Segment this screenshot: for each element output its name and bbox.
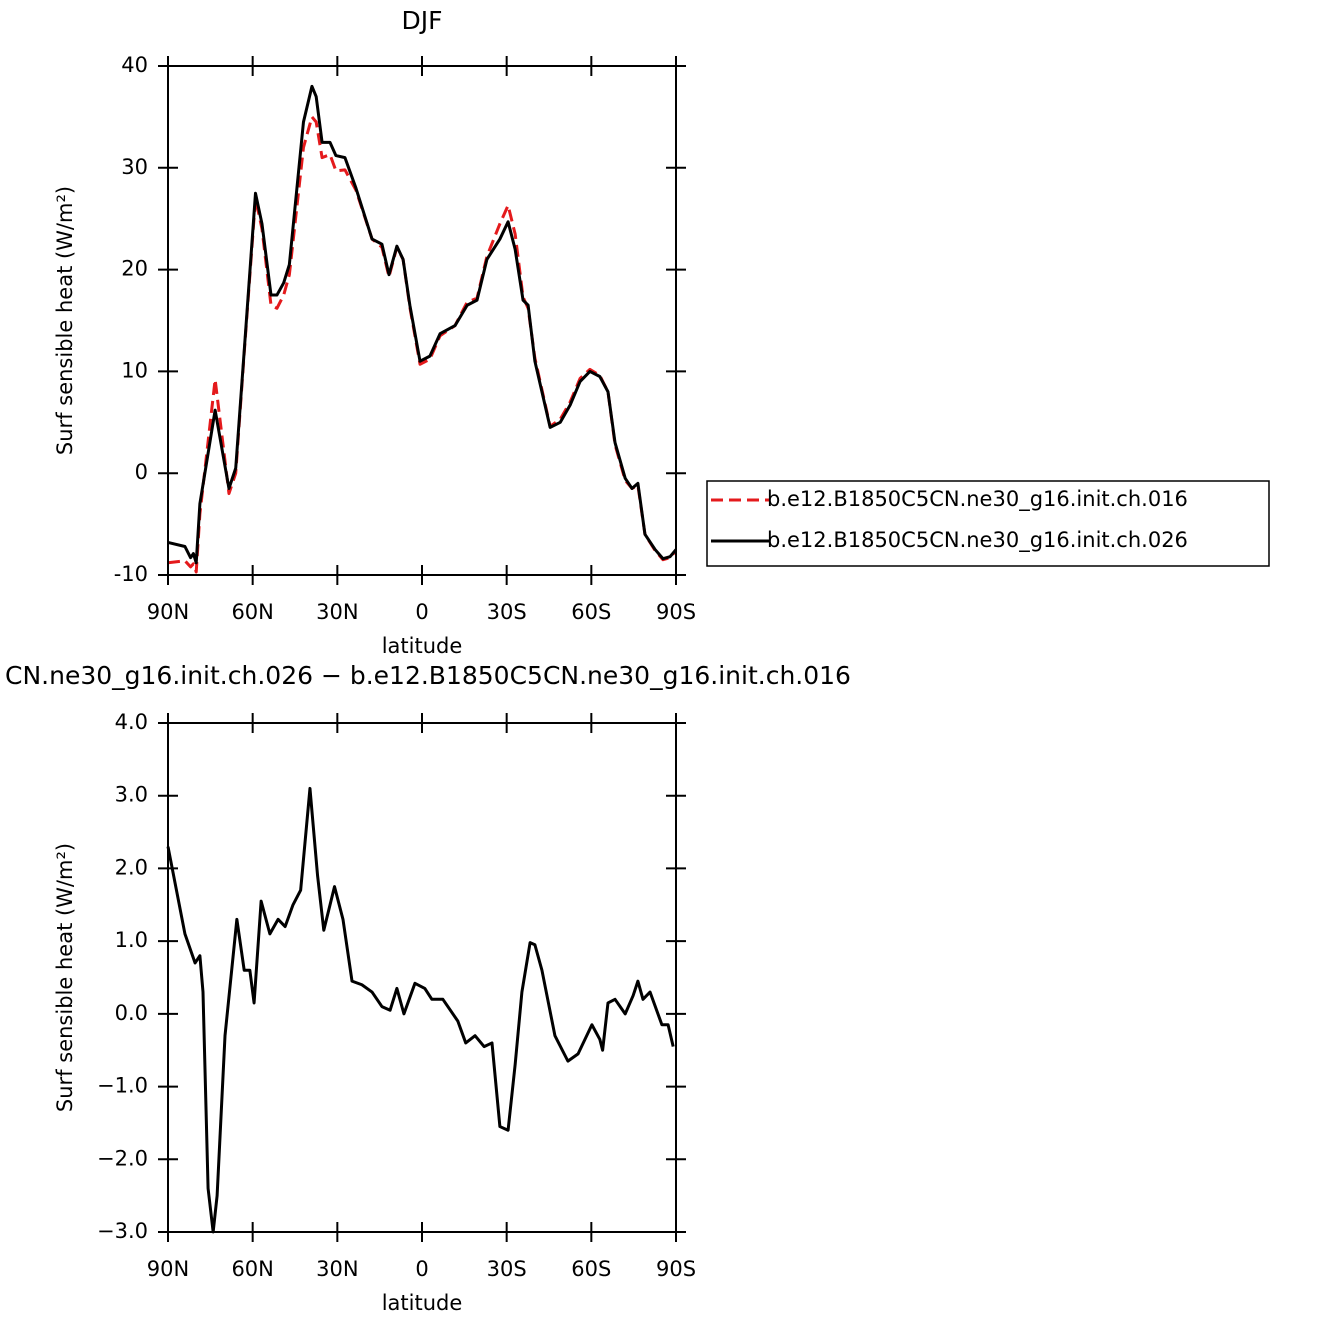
y-tick-label: −3.0 xyxy=(97,1219,148,1243)
legend-label: b.e12.B1850C5CN.ne30_g16.init.ch.026 xyxy=(767,528,1188,553)
y-tick-label: 30 xyxy=(121,155,148,179)
x-tick-label: 30S xyxy=(487,1257,527,1281)
chart-title: DJF xyxy=(401,6,442,35)
legend-box xyxy=(706,480,1270,567)
y-tick-label: 3.0 xyxy=(115,783,148,807)
x-tick-label: 60S xyxy=(571,1257,611,1281)
x-tick-label: 60S xyxy=(571,600,611,624)
y-tick-label: −1.0 xyxy=(97,1074,148,1098)
x-tick-label: 90N xyxy=(147,600,189,624)
y-tick-label: -10 xyxy=(114,562,148,586)
y-tick-label: 4.0 xyxy=(115,710,148,734)
x-axis-label: latitude xyxy=(382,1291,463,1315)
x-tick-label: 30N xyxy=(316,600,358,624)
x-tick-label: 30N xyxy=(316,1257,358,1281)
y-tick-label: 0.0 xyxy=(115,1001,148,1025)
plot-frame xyxy=(167,65,677,576)
y-tick-label: 10 xyxy=(121,358,148,382)
x-tick-label: 60N xyxy=(231,600,273,624)
legend-label: b.e12.B1850C5CN.ne30_g16.init.ch.016 xyxy=(767,487,1188,512)
y-axis-label: Surf sensible heat (W/m²) xyxy=(53,186,77,455)
x-tick-label: 90N xyxy=(147,1257,189,1281)
x-tick-label: 30S xyxy=(487,600,527,624)
x-tick-label: 0 xyxy=(415,600,428,624)
y-tick-label: −2.0 xyxy=(97,1146,148,1170)
data-line xyxy=(167,84,678,565)
plot-frame xyxy=(167,722,677,1233)
y-tick-label: 0 xyxy=(135,460,148,484)
data-line xyxy=(166,786,675,1234)
y-tick-label: 2.0 xyxy=(115,855,148,879)
x-tick-label: 90S xyxy=(656,1257,696,1281)
x-axis-label: latitude xyxy=(382,634,463,658)
y-tick-label: 1.0 xyxy=(115,928,148,952)
chart-title: CN.ne30_g16.init.ch.026 − b.e12.B1850C5C… xyxy=(5,661,851,690)
y-tick-label: 20 xyxy=(121,257,148,281)
x-tick-label: 0 xyxy=(415,1257,428,1281)
y-tick-label: 40 xyxy=(121,53,148,77)
x-tick-label: 60N xyxy=(231,1257,273,1281)
x-tick-label: 90S xyxy=(656,600,696,624)
y-axis-label: Surf sensible heat (W/m²) xyxy=(53,843,77,1112)
